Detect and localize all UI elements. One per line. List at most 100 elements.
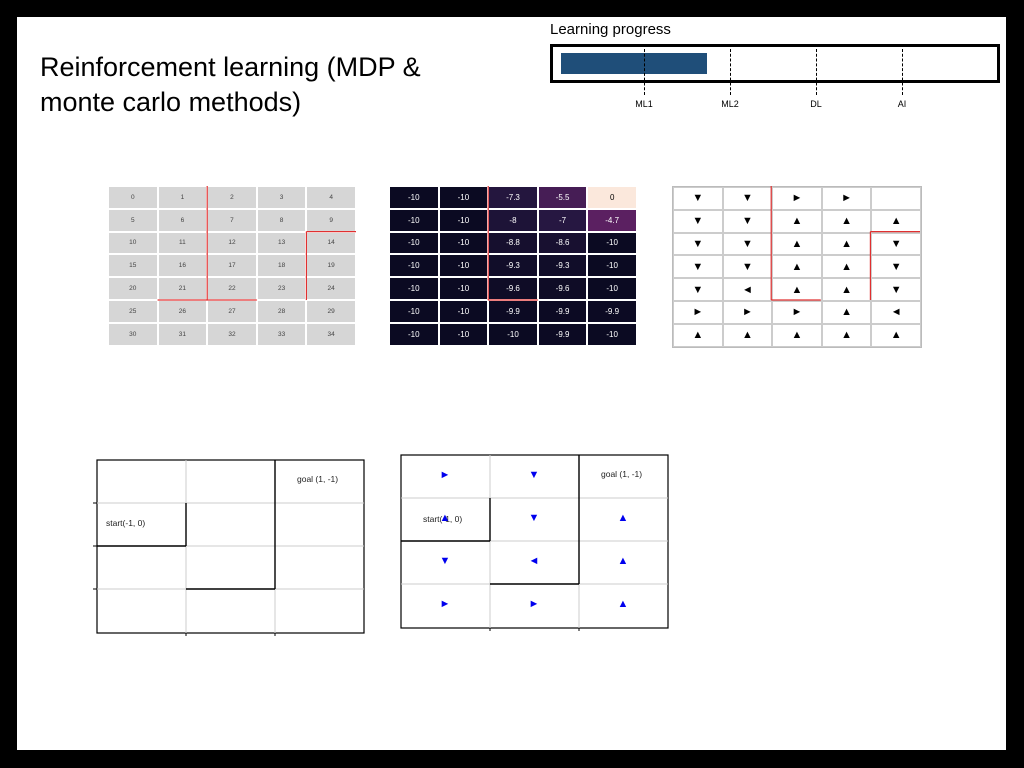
policy-arrow: ► — [439, 468, 451, 481]
state-index-grid: 0 1 2 3 4 5 6 7 8 9 10 11 12 13 14 15 16 17 18 19 20 21 22 23 24… — [108, 186, 356, 346]
policy-cell: ▲ — [821, 232, 872, 256]
policy-cell: ▼ — [722, 209, 773, 233]
policy-arrow: ▼ — [528, 511, 540, 524]
state-cell: 20 — [108, 277, 158, 300]
state-cell: 9 — [306, 208, 356, 232]
state-cell: 2 — [207, 186, 257, 209]
state-cell: 12 — [207, 231, 257, 255]
value-cell: -8.8 — [488, 231, 538, 255]
progress-tick-label: DL — [810, 99, 822, 109]
policy-cell: ▲ — [772, 278, 822, 301]
state-cell: 7 — [207, 208, 257, 232]
value-cell: -10 — [389, 231, 439, 255]
state-cell: 29 — [306, 299, 356, 323]
policy-cell: ► — [673, 300, 723, 324]
value-cell: -10 — [438, 277, 489, 300]
policy-cell: ▲ — [772, 209, 822, 233]
gridworld-policy — [400, 454, 669, 631]
value-cell: -9.6 — [488, 277, 538, 300]
value-cell: -10 — [389, 322, 439, 346]
value-cell: -10 — [389, 299, 439, 323]
state-cell: 21 — [157, 277, 208, 300]
state-cell: 1 — [157, 186, 208, 209]
value-cell: -10 — [438, 231, 489, 255]
state-cell: 33 — [256, 322, 307, 346]
policy-cell: ▲ — [821, 300, 872, 324]
value-cell: -10 — [438, 299, 489, 323]
policy-arrow: ▼ — [439, 554, 451, 567]
value-cell: -9.9 — [537, 322, 588, 346]
policy-cell: ▼ — [722, 255, 773, 279]
progress-tick-line — [902, 49, 903, 95]
value-cell: -10 — [488, 322, 538, 346]
value-cell: -10 — [389, 254, 439, 278]
value-cell: -10 — [438, 186, 489, 209]
state-cell: 32 — [207, 322, 257, 346]
policy-cell: ► — [772, 187, 822, 210]
policy-cell: ▼ — [673, 209, 723, 233]
policy-cell: ▲ — [821, 278, 872, 301]
policy-cell: ▲ — [772, 323, 822, 347]
start-label: start(-1, 0) — [106, 518, 146, 528]
state-cell: 16 — [157, 254, 208, 278]
title-line-2: monte carlo methods) — [40, 87, 302, 117]
slide-title: Reinforcement learning (MDP & monte carl… — [40, 50, 421, 120]
state-cell: 18 — [256, 254, 307, 278]
policy-arrow: ◄ — [528, 554, 540, 567]
value-cell: -10 — [389, 277, 439, 300]
state-cell: 14 — [306, 231, 356, 255]
value-cell: -9.3 — [537, 254, 588, 278]
state-cell: 34 — [306, 322, 356, 346]
progress-tick-line — [730, 49, 731, 95]
value-cell: -5.5 — [537, 186, 588, 209]
policy-arrow: ▲ — [617, 597, 629, 610]
state-cell: 23 — [256, 277, 307, 300]
state-cell: 15 — [108, 254, 158, 278]
progress-bar — [550, 44, 1000, 83]
state-cell: 11 — [157, 231, 208, 255]
state-cell: 17 — [207, 254, 257, 278]
policy-cell: ◄ — [722, 278, 773, 301]
progress-tick-line — [644, 49, 645, 95]
policy-arrow: ▼ — [528, 468, 540, 481]
value-heatmap-grid: -10 -10 -7.3 -5.5 0 -10 -10 -8 -7 -4.7 -10 -10 -8.8-… — [389, 186, 637, 346]
policy-cell: ▼ — [722, 232, 773, 256]
value-cell: -10 — [587, 231, 637, 255]
policy-cell: ► — [722, 300, 773, 324]
state-cell: 27 — [207, 299, 257, 323]
state-cell: 26 — [157, 299, 208, 323]
value-cell: -10 — [389, 208, 439, 232]
state-cell: 30 — [108, 322, 158, 346]
value-cell: -9.9 — [587, 299, 637, 323]
state-cell: 0 — [108, 186, 158, 209]
goal-label-policy: goal (1, -1) — [601, 469, 643, 479]
policy-cell: ▲ — [871, 209, 921, 233]
value-cell: -10 — [438, 208, 489, 232]
state-cell: 22 — [207, 277, 257, 300]
state-cell: 4 — [306, 186, 356, 209]
value-cell: -9.3 — [488, 254, 538, 278]
policy-cell: ▼ — [673, 232, 723, 256]
state-cell: 6 — [157, 208, 208, 232]
policy-cell: ▲ — [821, 323, 872, 347]
slide: Reinforcement learning (MDP & monte carl… — [17, 17, 1006, 750]
policy-arrow: ▲ — [617, 511, 629, 524]
policy-cell: ▲ — [772, 255, 822, 279]
policy-cell: ▲ — [673, 323, 723, 347]
progress-tick-label: AI — [897, 99, 907, 109]
policy-cell — [871, 187, 921, 210]
value-cell: -4.7 — [587, 208, 637, 232]
value-cell: -10 — [438, 322, 489, 346]
policy-arrow: ▲ — [439, 511, 451, 524]
value-cell: -10 — [389, 186, 439, 209]
state-cell: 31 — [157, 322, 208, 346]
value-cell: -9.9 — [488, 299, 538, 323]
policy-arrow: ► — [528, 597, 540, 610]
state-cell: 10 — [108, 231, 158, 255]
state-cell: 24 — [306, 277, 356, 300]
title-line-1: Reinforcement learning (MDP & — [40, 52, 421, 82]
value-cell: -10 — [587, 322, 637, 346]
policy-cell: ► — [821, 187, 872, 210]
policy-cell: ▼ — [673, 255, 723, 279]
value-cell: -7 — [537, 208, 588, 232]
